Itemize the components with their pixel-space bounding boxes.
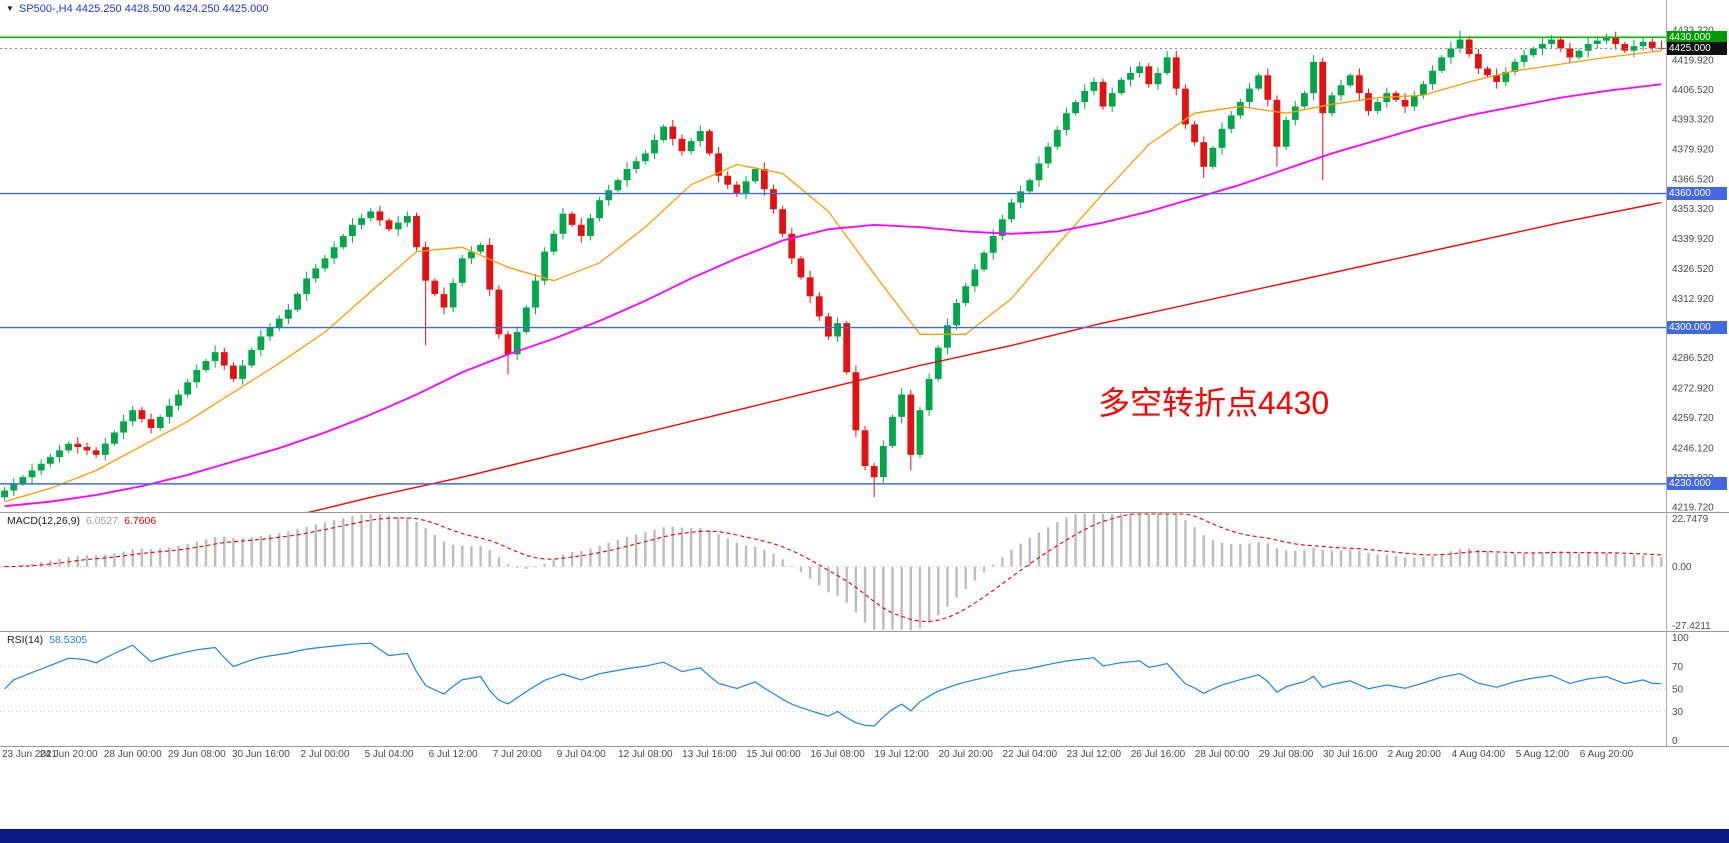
svg-text:6 Aug 20:00: 6 Aug 20:00 [1580, 749, 1634, 760]
macd-signal-value: 6.7606 [124, 515, 157, 527]
price-axis: 4433.3204419.9204406.5204393.3204379.920… [1672, 25, 1714, 747]
annotation-text: 多空转折点4430 [1098, 385, 1330, 421]
macd-indicator-label: MACD(12,26,9) 6.0527 6.7606 [7, 515, 156, 527]
svg-text:0: 0 [1672, 736, 1678, 747]
svg-text:22.7479: 22.7479 [1672, 514, 1709, 525]
svg-text:50: 50 [1672, 685, 1684, 696]
svg-text:23 Jul 12:00: 23 Jul 12:00 [1067, 749, 1122, 760]
bid-price-badge: 4425.000 [1667, 41, 1727, 55]
svg-text:70: 70 [1672, 662, 1684, 673]
svg-text:20 Jul 20:00: 20 Jul 20:00 [938, 749, 993, 760]
symbol-timeframe-label: SP500-,H4 [18, 3, 73, 15]
svg-text:28 Jul 00:00: 28 Jul 00:00 [1195, 749, 1250, 760]
svg-text:4419.920: 4419.920 [1672, 55, 1714, 66]
svg-text:9 Jul 04:00: 9 Jul 04:00 [557, 749, 606, 760]
ma-mid-magenta [4, 83, 1662, 508]
candles-layer [1, 30, 1665, 501]
svg-text:0.00: 0.00 [1672, 562, 1692, 573]
svg-text:-27.4211: -27.4211 [1672, 621, 1711, 632]
svg-text:15 Jul 00:00: 15 Jul 00:00 [746, 749, 801, 760]
svg-text:4219.720: 4219.720 [1672, 502, 1714, 513]
svg-text:12 Jul 08:00: 12 Jul 08:00 [618, 749, 673, 760]
ma-slow-red [303, 201, 1662, 513]
svg-text:4353.320: 4353.320 [1672, 204, 1714, 215]
svg-text:4379.920: 4379.920 [1672, 145, 1714, 156]
svg-text:5 Jul 04:00: 5 Jul 04:00 [365, 749, 414, 760]
svg-text:4259.720: 4259.720 [1672, 413, 1714, 424]
svg-text:4393.320: 4393.320 [1672, 115, 1714, 126]
svg-text:4366.520: 4366.520 [1672, 175, 1714, 186]
svg-text:4286.520: 4286.520 [1672, 353, 1714, 364]
svg-text:4246.120: 4246.120 [1672, 443, 1714, 454]
rsi-line [4, 642, 1662, 727]
footer-bar [0, 829, 1729, 843]
svg-text:100: 100 [1672, 633, 1689, 644]
svg-text:29 Jul 08:00: 29 Jul 08:00 [1259, 749, 1314, 760]
svg-text:24 Jun 20:00: 24 Jun 20:00 [40, 749, 98, 760]
chart-menu-icon[interactable]: ▼ [6, 4, 14, 13]
price-badge-4360: 4360.000 [1667, 187, 1727, 201]
rsi-indicator-label: RSI(14) 58.5305 [7, 634, 87, 646]
svg-text:22 Jul 04:00: 22 Jul 04:00 [1003, 749, 1058, 760]
main-chart-layer [1, 30, 1665, 513]
macd-name: MACD(12,26,9) [7, 515, 80, 527]
svg-text:7 Jul 20:00: 7 Jul 20:00 [493, 749, 542, 760]
price-badge-4230: 4230.000 [1667, 477, 1727, 491]
svg-text:4 Aug 04:00: 4 Aug 04:00 [1452, 749, 1506, 760]
svg-text:29 Jun 08:00: 29 Jun 08:00 [168, 749, 226, 760]
svg-text:2 Aug 20:00: 2 Aug 20:00 [1388, 749, 1442, 760]
svg-text:28 Jun 00:00: 28 Jun 00:00 [104, 749, 162, 760]
svg-text:26 Jul 16:00: 26 Jul 16:00 [1131, 749, 1186, 760]
svg-text:4339.920: 4339.920 [1672, 234, 1714, 245]
svg-text:6 Jul 12:00: 6 Jul 12:00 [429, 749, 478, 760]
ma-fast-orange [4, 50, 1662, 503]
svg-text:30 Jul 16:00: 30 Jul 16:00 [1323, 749, 1378, 760]
price-badge-4430: 4430.000 [1667, 30, 1727, 44]
svg-text:4326.520: 4326.520 [1672, 264, 1714, 275]
chart-symbol-info: ▼ SP500-,H4 4425.250 4428.500 4424.250 44… [6, 3, 269, 15]
rsi-value: 58.5305 [49, 634, 88, 646]
svg-text:2 Jul 00:00: 2 Jul 00:00 [300, 749, 349, 760]
macd-signal-line [4, 513, 1662, 623]
macd-main-value: 6.0527 [85, 515, 119, 527]
svg-text:4312.920: 4312.920 [1672, 294, 1714, 305]
svg-text:30: 30 [1672, 707, 1684, 718]
svg-text:4406.520: 4406.520 [1672, 85, 1714, 96]
ohlc-values: 4425.250 4428.500 4424.250 4425.000 [75, 3, 269, 15]
svg-text:4272.920: 4272.920 [1672, 384, 1714, 395]
macd-histogram [12, 514, 1663, 630]
rsi-name: RSI(14) [7, 634, 44, 646]
svg-text:19 Jul 12:00: 19 Jul 12:00 [874, 749, 929, 760]
svg-text:23 Jun 2021: 23 Jun 2021 [2, 749, 57, 760]
svg-text:5 Aug 12:00: 5 Aug 12:00 [1516, 749, 1570, 760]
svg-text:30 Jun 16:00: 30 Jun 16:00 [232, 749, 290, 760]
svg-text:13 Jul 16:00: 13 Jul 16:00 [682, 749, 737, 760]
price-badge-4300: 4300.000 [1667, 321, 1727, 335]
svg-text:16 Jul 08:00: 16 Jul 08:00 [810, 749, 865, 760]
